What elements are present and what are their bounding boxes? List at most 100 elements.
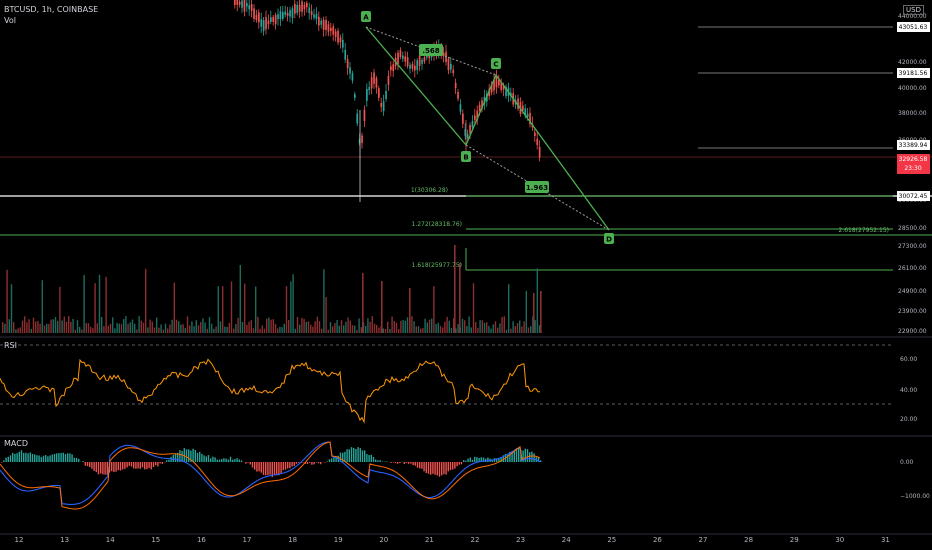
macd-histogram-bar [36, 455, 38, 462]
macd-histogram-bar [524, 448, 526, 462]
macd-histogram-bar [498, 458, 500, 462]
volume-bar [272, 319, 274, 333]
x-tick-label: 20 [379, 536, 388, 544]
volume-bar [466, 326, 468, 333]
macd-histogram-bar [335, 456, 337, 462]
candle-body [502, 85, 505, 90]
macd-histogram-bar [469, 457, 471, 462]
macd-histogram-bar [441, 462, 443, 476]
candle-body [457, 92, 459, 99]
candle-body [464, 129, 467, 136]
volume-bar [4, 323, 6, 333]
candle-body [370, 77, 373, 89]
volume-bar [369, 321, 371, 333]
candle-body [474, 115, 476, 120]
volume-bar [61, 320, 63, 333]
macd-histogram-bar [130, 462, 133, 467]
macd-histogram-bar [394, 462, 397, 464]
macd-histogram-bar [434, 462, 436, 475]
macd-histogram-bar [513, 451, 515, 462]
volume-bar [371, 316, 373, 333]
candle-body [399, 50, 402, 58]
macd-histogram-bar [152, 462, 155, 467]
candle-body [310, 11, 313, 16]
volume-bar [147, 327, 149, 333]
macd-histogram-bar [502, 455, 504, 462]
volume-bar [503, 316, 505, 333]
macd-histogram-bar [482, 457, 485, 462]
macd-histogram-bar [117, 462, 119, 471]
volume-bar [252, 328, 255, 333]
macd-histogram-bar [419, 462, 421, 469]
macd-histogram-bar [196, 452, 199, 462]
volume-bar [206, 328, 208, 333]
x-tick-label: 30 [835, 536, 844, 544]
volume-bar [349, 320, 351, 333]
volume-bar [455, 328, 457, 333]
volume-bar [19, 327, 21, 333]
macd-histogram-bar [386, 461, 388, 462]
candle-body [313, 14, 315, 18]
candle-body [234, 0, 236, 5]
candle-body [522, 105, 524, 111]
x-tick-label: 12 [15, 536, 24, 544]
macd-histogram-bar [179, 450, 181, 462]
volume-bar [123, 319, 125, 333]
fib-level-label: 2.618(27952.15) [839, 227, 890, 234]
volume-bar [521, 326, 523, 333]
candle-body [308, 7, 311, 13]
macd-histogram-bar [58, 453, 60, 462]
macd-histogram-bar [62, 452, 64, 462]
pattern-ratio-label: 1.963 [526, 184, 548, 192]
macd-histogram-bar [31, 454, 34, 462]
volume-bar [186, 316, 189, 333]
macd-histogram-bar [216, 459, 218, 462]
macd-histogram-bar [3, 460, 5, 462]
volume-bar [250, 320, 252, 333]
volume-bar [356, 330, 358, 333]
candle-body [320, 20, 323, 25]
pattern-ratio-label: .568 [422, 47, 439, 55]
macd-histogram-bar [194, 450, 196, 462]
macd-histogram-bar [89, 462, 91, 467]
volume-bar [453, 318, 455, 333]
macd-histogram-bar [346, 449, 348, 462]
macd-histogram-bar [78, 458, 80, 462]
volume-bar [292, 274, 294, 333]
candle-body [262, 20, 265, 32]
volume-bar [532, 316, 534, 333]
macd-histogram-bar [269, 462, 271, 475]
candle-body [284, 11, 287, 15]
macd-histogram-bar [161, 462, 163, 464]
volume-bar [435, 324, 437, 333]
volume-bar [118, 323, 120, 333]
macd-histogram-bar [60, 452, 62, 462]
macd-histogram-bar [95, 462, 97, 473]
candle-body [423, 57, 426, 62]
macd-histogram-bar [201, 453, 203, 462]
price-badge-value: 39181.56 [899, 70, 928, 77]
macd-histogram-bar [458, 462, 460, 465]
macd-histogram-bar [7, 456, 9, 462]
macd-histogram-bar [273, 462, 276, 475]
volume-bar [312, 326, 314, 333]
macd-histogram-bar [278, 462, 280, 476]
candle-body [315, 13, 318, 19]
candle-body [354, 94, 356, 98]
currency-badge[interactable]: USD [903, 5, 924, 15]
macd-histogram-bar [91, 462, 93, 469]
macd-histogram-bar [423, 462, 425, 472]
volume-bar [103, 326, 105, 333]
price-tick-label: 23900.00 [898, 308, 927, 315]
macd-histogram-bar [124, 462, 126, 469]
volume-bar [362, 273, 364, 333]
volume-bar [393, 321, 395, 333]
macd-histogram-bar [515, 448, 518, 462]
volume-bar [41, 280, 43, 333]
macd-histogram-bar [432, 462, 434, 474]
macd-histogram-bar [75, 457, 78, 462]
candle-body [238, 1, 241, 5]
candle-body [267, 20, 270, 25]
macd-histogram-bar [496, 458, 498, 462]
